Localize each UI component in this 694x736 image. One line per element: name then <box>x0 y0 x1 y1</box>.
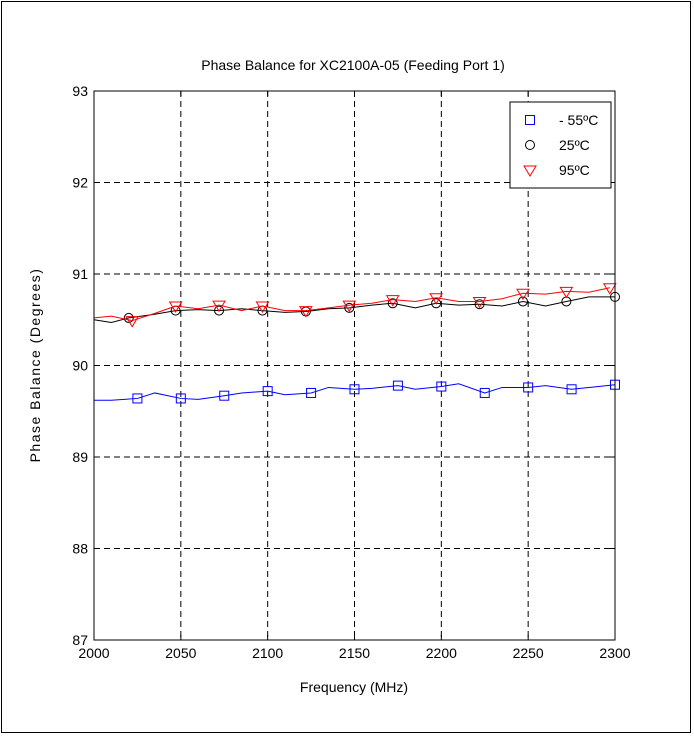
legend-marker <box>525 140 535 150</box>
legend: - 55ºC 25ºC 95ºC <box>509 101 612 189</box>
data-point <box>175 393 186 404</box>
data-point <box>566 384 577 395</box>
data-point <box>212 300 226 313</box>
series-layer <box>93 283 620 404</box>
ticks: 2000 2050 2100 2150 2200 2250 2300 87 88 89 90 91 92… <box>72 83 630 661</box>
data-point <box>602 283 617 295</box>
legend-marker <box>525 115 535 125</box>
x-axis-label: Frequency (MHz) <box>300 679 408 695</box>
data-point <box>431 298 442 309</box>
data-point <box>262 386 273 397</box>
data-point <box>125 316 140 328</box>
data-point <box>214 305 225 316</box>
series-line <box>93 287 610 322</box>
y-tick-label: 89 <box>72 449 88 465</box>
y-tick-label: 87 <box>72 632 88 648</box>
data-point <box>392 380 403 391</box>
x-tick-label: 2050 <box>165 645 196 661</box>
legend-label: 25ºC <box>559 137 590 153</box>
data-point <box>523 382 534 393</box>
x-tick-label: 2100 <box>252 645 283 661</box>
series-line <box>94 383 616 401</box>
legend-label: 95ºC <box>559 162 590 178</box>
data-point <box>436 381 447 392</box>
data-point <box>349 384 360 395</box>
data-point <box>342 300 357 313</box>
legend-marker <box>523 165 537 177</box>
chart-title: Phase Balance for XC2100A-05 (Feeding Po… <box>201 57 505 73</box>
data-point <box>306 387 317 398</box>
y-axis-label: Phase Balance (Degrees) <box>27 268 43 463</box>
data-point <box>474 299 485 310</box>
data-point <box>517 296 528 307</box>
y-tick-label: 88 <box>72 541 88 557</box>
data-point <box>168 301 183 313</box>
grid <box>94 91 615 640</box>
y-tick-label: 93 <box>72 83 88 99</box>
data-point <box>298 306 313 318</box>
data-point <box>479 387 490 398</box>
series-line <box>93 296 615 324</box>
data-point <box>559 286 574 299</box>
y-tick-label: 91 <box>72 266 88 282</box>
data-point <box>429 293 444 305</box>
data-point <box>516 288 530 301</box>
data-point <box>219 390 230 401</box>
legend-label: - 55ºC <box>559 112 598 128</box>
series-1 <box>94 379 620 404</box>
x-tick-label: 2300 <box>599 645 630 661</box>
data-point <box>132 393 143 404</box>
y-tick-label: 90 <box>72 358 88 374</box>
data-point <box>387 298 398 309</box>
y-tick-label: 92 <box>72 175 88 191</box>
data-point <box>123 312 134 323</box>
legend-box <box>509 101 612 189</box>
data-point <box>344 302 355 313</box>
data-point <box>472 296 487 309</box>
x-tick-label: 2250 <box>513 645 544 661</box>
data-point <box>255 301 270 313</box>
x-tick-label: 2000 <box>78 645 109 661</box>
x-tick-label: 2200 <box>426 645 457 661</box>
x-tick-label: 2150 <box>339 645 370 661</box>
series-3 <box>93 283 617 328</box>
data-point <box>385 295 400 307</box>
